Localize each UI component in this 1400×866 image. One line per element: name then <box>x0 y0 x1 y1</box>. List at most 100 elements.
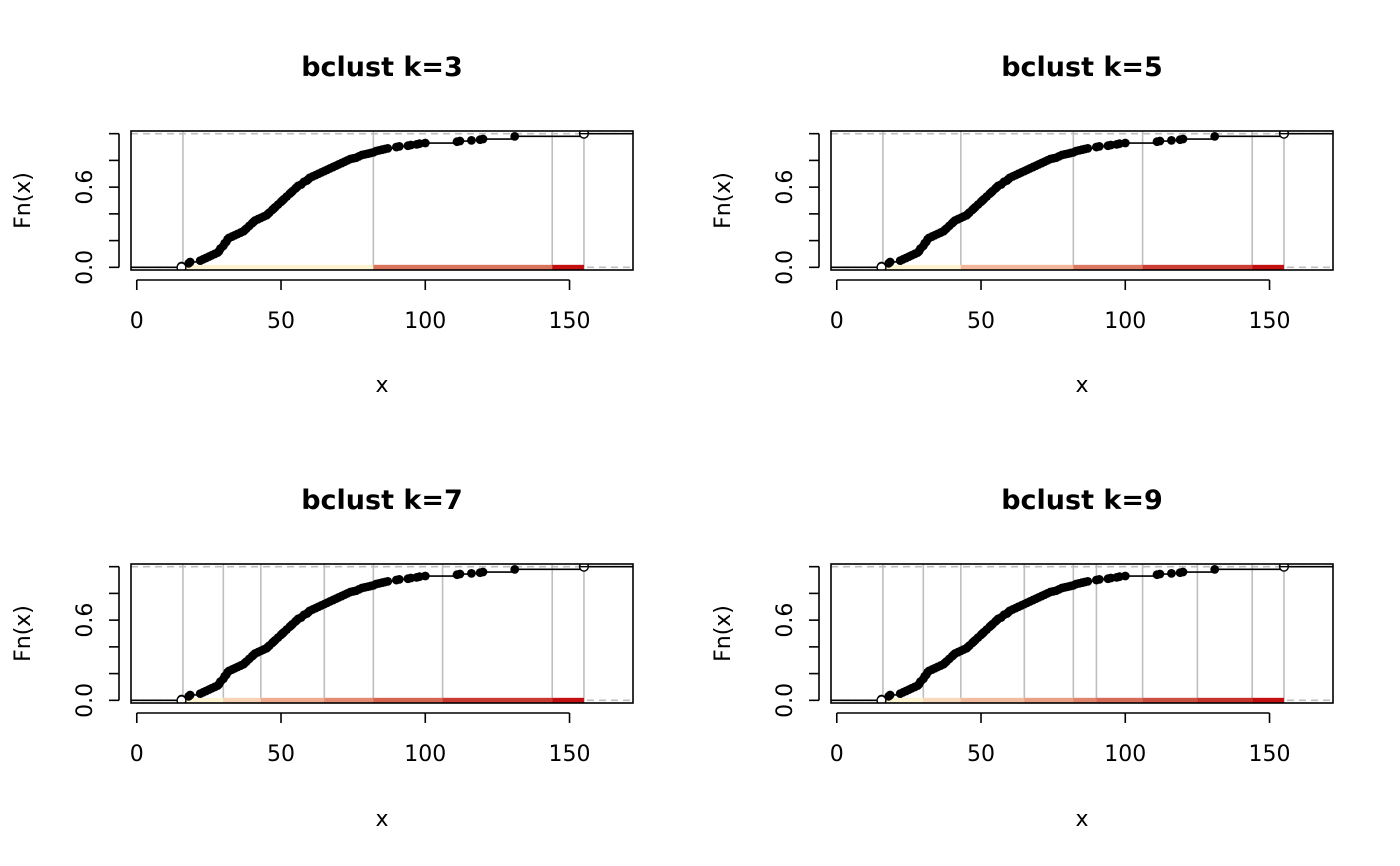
ecdf-open-point <box>176 262 187 270</box>
panel-4: bclust k=9 0 50 100 150 0.0 0.6 x Fn(x) <box>711 485 1334 832</box>
ecdf-point <box>1155 569 1165 579</box>
chart-title: bclust k=7 <box>301 485 463 516</box>
ecdf-point <box>383 143 393 153</box>
y-tick-label: 0.6 <box>73 603 98 638</box>
x-tick-label: 0 <box>830 742 844 767</box>
x-tick-label: 100 <box>1104 742 1146 767</box>
cluster-band <box>960 697 1025 703</box>
panel-3: bclust k=7 0 50 100 150 0.0 0.6 x Fn(x) <box>11 485 634 832</box>
x-axis-label: x <box>1075 373 1088 398</box>
ecdf-point <box>510 131 520 141</box>
y-tick-label: 0.0 <box>773 683 798 718</box>
ecdf-open-point <box>876 695 887 703</box>
x-tick-label: 50 <box>967 309 995 334</box>
cluster-band <box>182 697 224 703</box>
panel-2: bclust k=5 0 50 100 150 0.0 0.6 x Fn(x) <box>711 52 1334 398</box>
cluster-band <box>552 697 584 703</box>
cluster-band <box>324 697 374 703</box>
x-axis-label: x <box>1075 807 1088 832</box>
ecdf-point <box>1167 135 1176 145</box>
ecdf-point <box>420 138 430 148</box>
ecdf-point <box>1167 568 1176 578</box>
ecdf-open-point <box>176 695 187 703</box>
ecdf-point <box>478 567 488 577</box>
cluster-band <box>260 697 325 703</box>
cluster-band <box>1252 264 1284 270</box>
x-tick-label: 50 <box>267 742 295 767</box>
y-axis-label: Fn(x) <box>711 172 736 229</box>
x-axis-label: x <box>375 373 388 398</box>
cluster-band <box>960 264 1074 270</box>
ecdf-point <box>1178 567 1188 577</box>
plot-frame <box>130 130 634 271</box>
x-tick-label: 100 <box>404 742 446 767</box>
x-tick-label: 150 <box>1249 309 1291 334</box>
ecdf-point <box>394 574 404 584</box>
cluster-band <box>923 697 961 703</box>
y-axis-label: Fn(x) <box>11 172 36 229</box>
x-tick-label: 150 <box>1249 742 1291 767</box>
cluster-band <box>1024 697 1074 703</box>
cluster-band <box>1252 697 1284 703</box>
ecdf-point <box>467 135 476 145</box>
cluster-band <box>1073 264 1143 270</box>
x-tick-label: 150 <box>549 742 591 767</box>
plot-area <box>831 131 1333 270</box>
chart-title: bclust k=3 <box>301 52 463 83</box>
cluster-band <box>182 264 374 270</box>
plot-area <box>131 564 633 703</box>
ecdf-point <box>1120 571 1130 581</box>
cluster-band <box>373 697 443 703</box>
x-tick-label: 50 <box>267 309 295 334</box>
x-tick-label: 0 <box>130 309 144 334</box>
ecdf-point <box>885 690 895 700</box>
ecdf-point <box>1120 138 1130 148</box>
y-tick-label: 0.6 <box>73 170 98 205</box>
x-tick-label: 100 <box>1104 309 1146 334</box>
ecdf-point <box>478 134 488 144</box>
cluster-band <box>882 697 924 703</box>
ecdf-open-point <box>876 262 887 270</box>
x-tick-label: 0 <box>130 742 144 767</box>
y-tick-label: 0.6 <box>773 170 798 205</box>
x-axis-label: x <box>375 807 388 832</box>
cluster-band <box>1142 697 1198 703</box>
y-tick-label: 0.6 <box>773 603 798 638</box>
plot-frame <box>130 563 634 704</box>
ecdf-point <box>394 141 404 151</box>
cluster-band <box>1197 697 1253 703</box>
ecdf-point <box>455 136 465 146</box>
chart-title: bclust k=9 <box>1001 485 1163 516</box>
ecdf-point <box>185 257 195 267</box>
ecdf-point <box>1210 564 1220 574</box>
ecdf-point <box>1083 143 1093 153</box>
cluster-band <box>1096 697 1143 703</box>
cluster-band <box>552 264 584 270</box>
y-tick-label: 0.0 <box>73 683 98 718</box>
x-tick-label: 0 <box>830 309 844 334</box>
plot-area <box>831 564 1333 703</box>
x-tick-label: 50 <box>967 742 995 767</box>
x-tick-label: 100 <box>404 309 446 334</box>
ecdf-point <box>383 576 393 586</box>
panel-1: bclust k=3 0 50 100 150 0.0 0.6 x Fn(x) <box>11 52 634 398</box>
y-tick-label: 0.0 <box>773 250 798 285</box>
ecdf-point <box>1094 574 1104 584</box>
cluster-band <box>442 697 553 703</box>
cluster-band <box>882 264 961 270</box>
ecdf-point <box>1210 131 1220 141</box>
y-tick-label: 0.0 <box>73 250 98 285</box>
y-axis-label: Fn(x) <box>711 605 736 662</box>
ecdf-point <box>455 569 465 579</box>
y-axis-label: Fn(x) <box>11 605 36 662</box>
cluster-band <box>373 264 553 270</box>
cluster-band <box>1142 264 1253 270</box>
ecdf-point <box>510 564 520 574</box>
ecdf-point <box>420 571 430 581</box>
plot-area <box>131 131 633 270</box>
plot-frame <box>830 563 1334 704</box>
cluster-band <box>223 697 261 703</box>
ecdf-point <box>1094 141 1104 151</box>
ecdf-point <box>1155 136 1165 146</box>
